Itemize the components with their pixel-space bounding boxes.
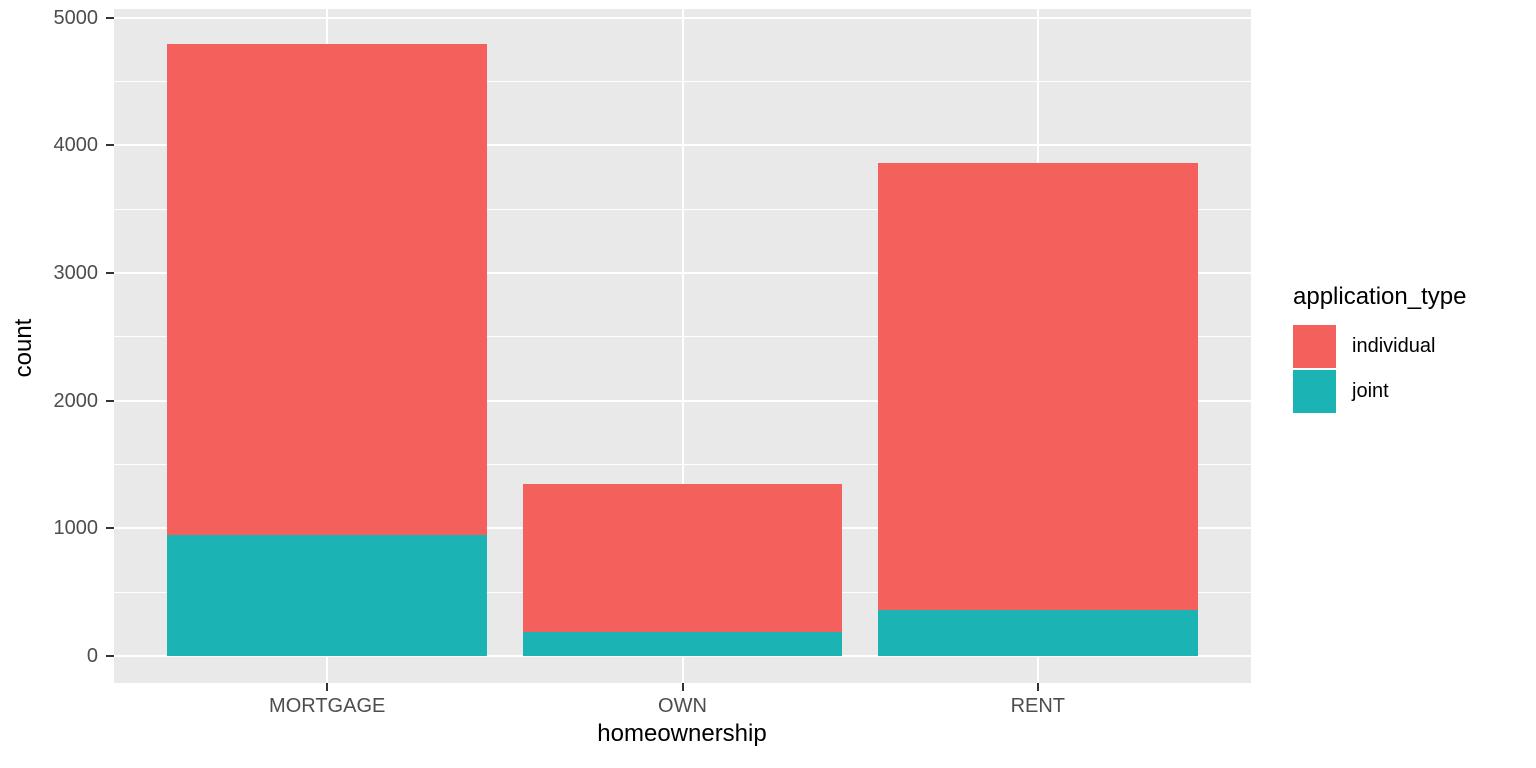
legend-swatch: [1293, 325, 1336, 368]
legend-item-label: joint: [1352, 380, 1389, 402]
legend: application_type individual joint: [1293, 283, 1466, 415]
y-tick-label: 3000: [53, 261, 99, 284]
y-tick-mark: [106, 527, 114, 530]
plot-panel: [114, 9, 1251, 683]
bar-segment-individual: [522, 483, 843, 633]
y-tick-label: 2000: [53, 389, 99, 412]
y-tick-label: 5000: [53, 6, 99, 29]
x-axis-title: homeownership: [597, 720, 767, 747]
x-tick-label: RENT: [1010, 695, 1066, 717]
x-tick-label: MORTGAGE: [269, 695, 386, 717]
bar-segment-joint: [167, 534, 488, 656]
legend-item: joint: [1293, 370, 1466, 413]
y-tick-mark: [106, 655, 114, 657]
legend-item: individual: [1293, 325, 1466, 368]
bar-segment-joint: [522, 632, 843, 656]
y-tick-mark: [106, 144, 114, 147]
y-axis-title: count: [10, 318, 37, 378]
legend-title: application_type: [1293, 283, 1467, 310]
y-tick-mark: [106, 16, 114, 19]
x-tick-mark: [1036, 683, 1039, 691]
legend-swatch: [1293, 370, 1336, 413]
bar-segment-joint: [877, 610, 1198, 656]
x-tick-mark: [681, 683, 684, 691]
bar-segment-individual: [877, 163, 1198, 610]
y-tick-label: 1000: [53, 517, 99, 540]
legend-items: individual joint: [1293, 325, 1466, 413]
x-tick-label: OWN: [658, 695, 707, 717]
y-tick-mark: [106, 271, 114, 274]
y-tick-label: 4000: [53, 134, 99, 157]
vertical-gridline: [681, 9, 684, 683]
x-tick-mark: [326, 683, 329, 691]
y-tick-mark: [106, 399, 114, 402]
bar-segment-individual: [167, 44, 488, 535]
legend-item-label: individual: [1352, 335, 1436, 357]
y-tick-label: 0: [86, 645, 98, 667]
